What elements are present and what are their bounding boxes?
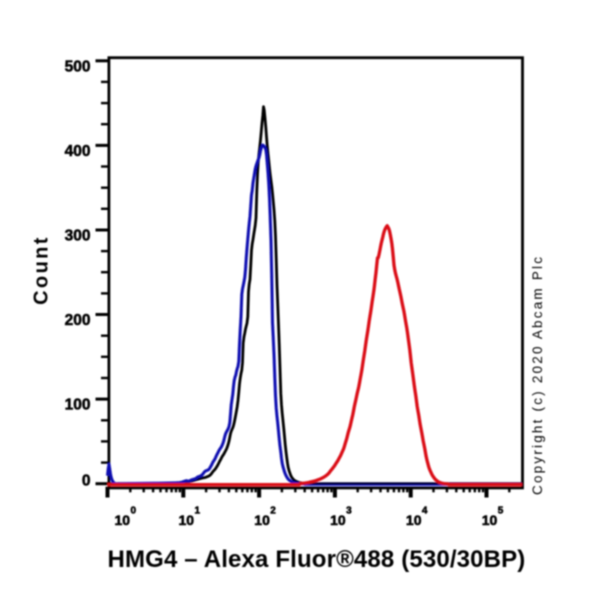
- svg-text:400: 400: [65, 143, 91, 160]
- svg-text:300: 300: [65, 228, 91, 245]
- svg-text:1: 1: [195, 506, 201, 517]
- svg-text:2: 2: [270, 506, 276, 517]
- svg-text:4: 4: [422, 506, 428, 517]
- svg-text:Count: Count: [31, 235, 53, 305]
- svg-text:10: 10: [179, 512, 195, 528]
- svg-text:0: 0: [82, 472, 91, 489]
- svg-text:10: 10: [482, 512, 498, 528]
- svg-text:500: 500: [65, 58, 91, 75]
- svg-text:HMG4 – Alexa Fluor®488 (530/30: HMG4 – Alexa Fluor®488 (530/30BP): [108, 546, 526, 573]
- svg-text:10: 10: [330, 512, 346, 528]
- svg-text:10: 10: [406, 512, 422, 528]
- svg-text:5: 5: [498, 506, 504, 517]
- svg-text:3: 3: [346, 506, 352, 517]
- svg-text:0: 0: [131, 506, 137, 517]
- svg-text:Copyright (c) 2020 Abcam Plc: Copyright (c) 2020 Abcam Plc: [530, 255, 545, 495]
- svg-text:10: 10: [254, 512, 270, 528]
- svg-text:10: 10: [115, 512, 131, 528]
- svg-text:200: 200: [65, 312, 91, 329]
- svg-text:100: 100: [65, 397, 91, 414]
